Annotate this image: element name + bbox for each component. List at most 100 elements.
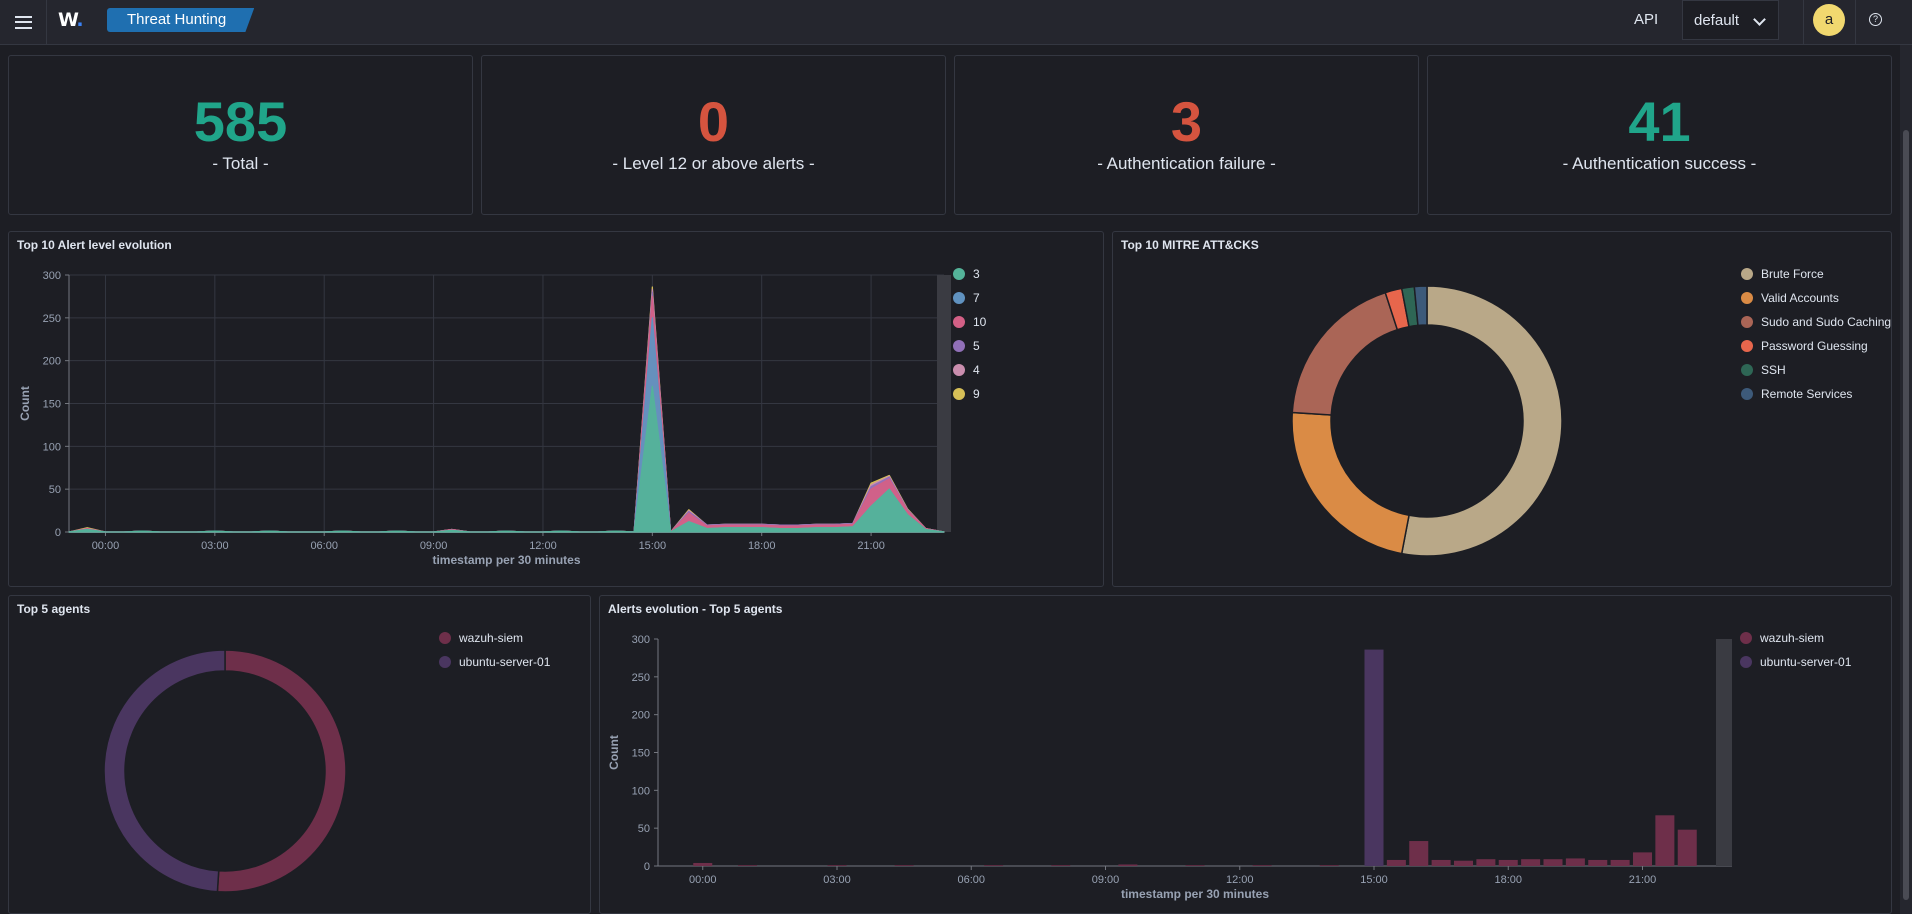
alert-level-brush-handle [937, 275, 951, 532]
alert-level-legend-item-4[interactable]: 4 [953, 358, 986, 382]
alert-level-legend-item-3[interactable]: 3 [953, 262, 986, 286]
agents-evolution-bar-wazuh-siem [1431, 859, 1451, 866]
alert-level-x-tick-label: 15:00 [639, 540, 667, 552]
agents-legend-item-wazuh-siem[interactable]: wazuh-siem [439, 626, 550, 650]
agents-evolution-x-tick-label: 09:00 [1092, 874, 1120, 886]
metric-auth-success: 41 - Authentication success - [1427, 55, 1892, 215]
user-avatar[interactable]: a [1813, 4, 1845, 36]
metric-auth-failure-value[interactable]: 3 [1170, 90, 1203, 153]
legend-swatch [439, 656, 451, 668]
mitre-slice-remote-services [1413, 285, 1428, 327]
metric-level12: 0 - Level 12 or above alerts - [481, 55, 946, 215]
agents-evolution-x-axis-label: timestamp per 30 minutes [1121, 887, 1269, 901]
alert-level-legend-item-10[interactable]: 10 [953, 310, 986, 334]
agents-evolution-bar-wazuh-siem [1386, 859, 1406, 866]
api-selector[interactable]: API [1634, 11, 1659, 28]
app-logo[interactable]: W. [58, 9, 84, 31]
metric-total: 585 - Total - [8, 55, 473, 215]
page-scrollbar-thumb[interactable] [1903, 130, 1909, 900]
alert-level-x-axis-label: timestamp per 30 minutes [432, 553, 580, 567]
menu-button[interactable] [0, 0, 47, 44]
metric-level12-value[interactable]: 0 [697, 90, 730, 153]
legend-label: 10 [973, 315, 987, 329]
legend-label: 5 [973, 339, 980, 353]
agents-evolution-bar-wazuh-siem [1565, 858, 1585, 866]
legend-swatch [1741, 388, 1753, 400]
alert-level-y-tick-label: 100 [43, 441, 61, 453]
agents-evolution-y-tick-label: 250 [632, 672, 650, 684]
metric-total-value[interactable]: 585 [193, 90, 288, 153]
legend-label: Valid Accounts [1761, 291, 1839, 305]
divider [1855, 0, 1856, 44]
tenant-select[interactable]: default [1682, 0, 1779, 40]
mitre-donut-chart [1291, 285, 1563, 557]
metric-level12-label: - Level 12 or above alerts - [612, 154, 815, 173]
hamburger-icon [14, 15, 32, 29]
agents-slice-wazuh-siem [216, 649, 347, 893]
alert-level-series-4 [68, 288, 945, 533]
agents-evolution-bar-wazuh-siem [894, 865, 914, 866]
alert-level-y-axis-label: Count [18, 386, 32, 421]
legend-label: ubuntu-server-01 [459, 655, 551, 669]
metric-total-label: - Total - [212, 154, 269, 173]
alert-level-legend-item-7[interactable]: 7 [953, 286, 986, 310]
agents-evolution-bar-wazuh-siem [1118, 864, 1138, 866]
legend-swatch [1741, 268, 1753, 280]
alert-level-x-tick-label: 09:00 [420, 540, 448, 552]
mitre-legend-item-sudo-and-sudo-caching[interactable]: Sudo and Sudo Caching [1741, 310, 1891, 334]
agents-evolution-x-tick-label: 18:00 [1494, 874, 1522, 886]
agents-evolution-x-tick-label: 21:00 [1629, 874, 1657, 886]
alert-level-y-tick-label: 0 [55, 527, 61, 539]
mitre-legend-item-remote-services[interactable]: Remote Services [1741, 382, 1891, 406]
legend-swatch [953, 340, 965, 352]
legend-swatch [953, 316, 965, 328]
legend-swatch [1741, 316, 1753, 328]
alert-level-y-tick-label: 300 [43, 270, 61, 282]
agents-evolution-bar-wazuh-siem [1498, 859, 1518, 866]
legend-swatch [953, 268, 965, 280]
agents-evolution-y-axis-label: Count [607, 735, 621, 770]
agents-evolution-bar-wazuh-siem [1185, 865, 1205, 866]
legend-label: wazuh-siem [459, 631, 524, 645]
mitre-slice-valid-accounts [1291, 411, 1410, 555]
legend-swatch [439, 632, 451, 644]
agents-evolution-bar-wazuh-siem [1521, 859, 1541, 866]
agents-evolution-panel: Alerts evolution - Top 5 agents 0 50 100 15… [599, 595, 1892, 914]
alert-level-y-tick-label: 200 [43, 356, 61, 368]
agents-evolution-bar-wazuh-siem [1588, 859, 1608, 866]
agents-evolution-bar-wazuh-siem [1543, 859, 1563, 866]
agents-evolution-y-tick-label: 50 [638, 823, 650, 835]
agents-evolution-bar-wazuh-siem [737, 865, 758, 866]
alert-level-x-tick-label: 00:00 [92, 540, 120, 552]
metric-auth-success-value[interactable]: 41 [1628, 90, 1691, 153]
agents-evolution-x-tick-label: 03:00 [823, 874, 851, 886]
agents-legend-item-ubuntu-server-01[interactable]: ubuntu-server-01 [439, 650, 550, 674]
agents-evolution-bar-wazuh-siem [1409, 841, 1429, 866]
top-bar: W. Threat Hunting API default a ? [0, 0, 1912, 45]
agents-evolution-title: Alerts evolution - Top 5 agents [608, 602, 783, 616]
alert-level-legend-item-9[interactable]: 9 [953, 382, 986, 406]
mitre-legend-item-ssh[interactable]: SSH [1741, 358, 1891, 382]
agents-slice-ubuntu-server-01 [103, 649, 226, 893]
alert-level-legend: 3 7 10 5 4 9 [953, 262, 986, 406]
agents-evolution-bar-wazuh-siem [1677, 829, 1697, 866]
alert-level-legend-item-5[interactable]: 5 [953, 334, 986, 358]
agents-evolution-x-tick-label: 15:00 [1360, 874, 1388, 886]
legend-swatch [1741, 292, 1753, 304]
metric-auth-failure: 3 - Authentication failure - [954, 55, 1419, 215]
help-icon[interactable]: ? [1869, 13, 1882, 26]
mitre-legend-item-brute-force[interactable]: Brute Force [1741, 262, 1891, 286]
agents-evolution-legend-item-wazuh-siem[interactable]: wazuh-siem [1740, 626, 1851, 650]
alert-level-series-7 [68, 317, 945, 533]
agents-evolution-legend-item-ubuntu-server-01[interactable]: ubuntu-server-01 [1740, 650, 1851, 674]
agents-evolution-bar-wazuh-siem [1051, 865, 1071, 866]
legend-label: 7 [973, 291, 980, 305]
breadcrumb[interactable]: Threat Hunting [107, 8, 255, 32]
agents-evolution-bar-wazuh-siem [1476, 859, 1496, 866]
agents-legend: wazuh-siem ubuntu-server-01 [439, 626, 550, 674]
alert-level-series-9 [68, 286, 945, 533]
mitre-legend-item-valid-accounts[interactable]: Valid Accounts [1741, 286, 1891, 310]
agents-evolution-bar-ubuntu-server-01 [1364, 649, 1384, 866]
agents-donut-chart [103, 649, 347, 893]
mitre-legend-item-password-guessing[interactable]: Password Guessing [1741, 334, 1891, 358]
